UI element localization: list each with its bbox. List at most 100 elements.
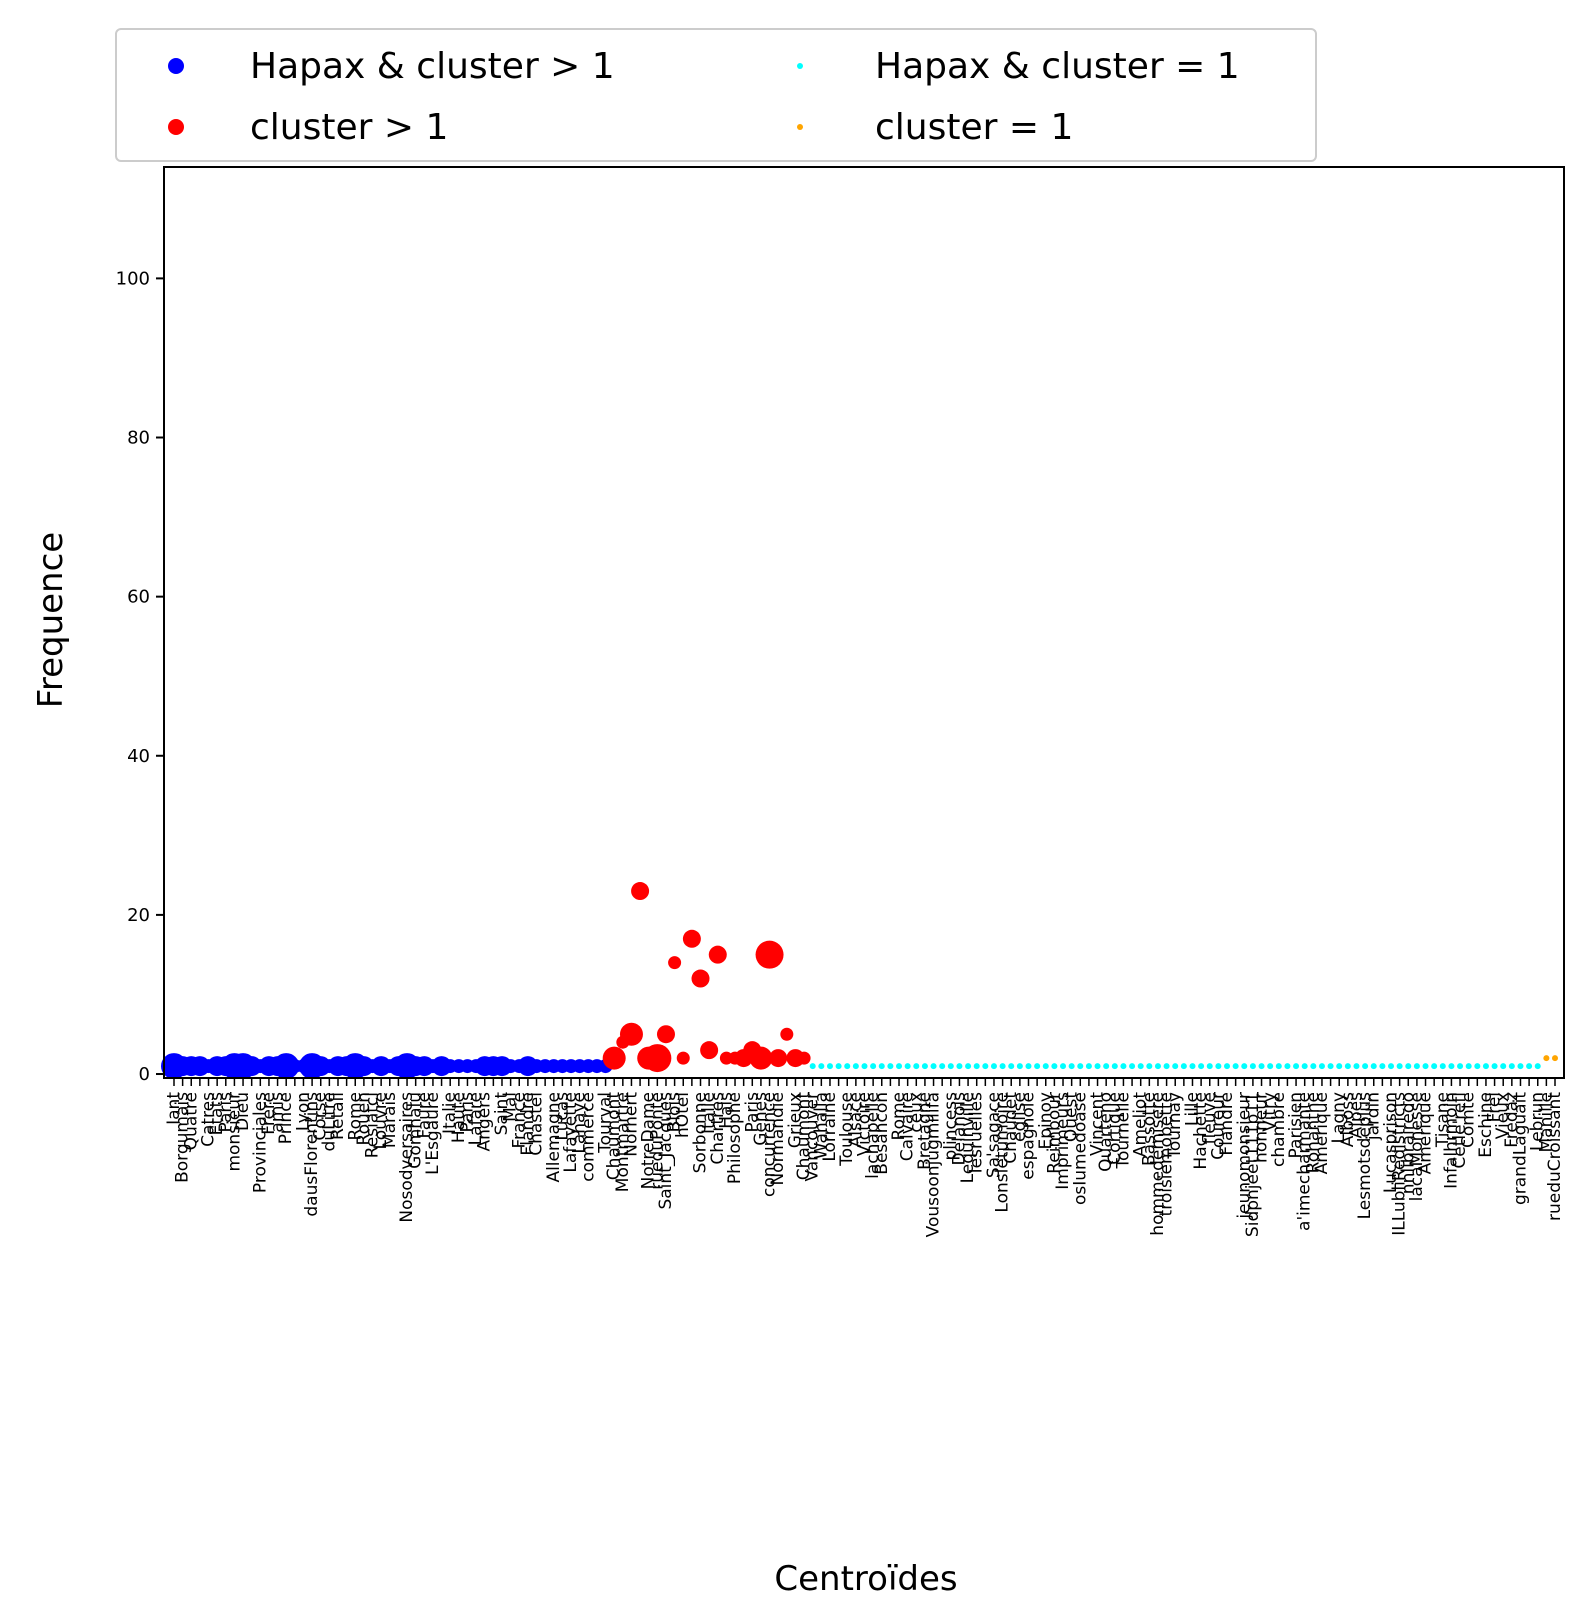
point-hapax-cluster-eq1-91 xyxy=(956,1063,963,1070)
x-tick-label-55: Paris xyxy=(742,1092,762,1133)
x-tick-label-73: Vousoonjugmilifa xyxy=(924,1092,944,1237)
point-hapax-cluster-eq1-115 xyxy=(1163,1063,1170,1070)
point-hapax-cluster-eq1-142 xyxy=(1396,1063,1403,1070)
point-hapax-cluster-eq1-117 xyxy=(1180,1063,1187,1070)
legend-frame xyxy=(115,28,1317,162)
x-tick-label-108: a'imecharmante xyxy=(1295,1092,1315,1231)
x-tick-label-33: France xyxy=(509,1092,529,1149)
point-hapax-cluster-eq1-78 xyxy=(844,1063,851,1070)
point-hapax-cluster-eq1-131 xyxy=(1301,1063,1308,1070)
point-hapax-cluster-eq1-111 xyxy=(1129,1063,1136,1070)
point-hapax-cluster-eq1-118 xyxy=(1189,1063,1196,1070)
point-cluster-gt1-69 xyxy=(755,940,784,969)
x-tick-label-121: Tisane xyxy=(1433,1092,1453,1148)
x-tick-label-117: ILLubliRedistricts xyxy=(1390,1092,1410,1236)
x-tick-label-87: osIumedoase xyxy=(1070,1092,1090,1205)
legend-marker-hapax-cluster-eq1 xyxy=(797,63,803,69)
x-tick-label-132: rueduCroissant xyxy=(1545,1092,1565,1221)
point-cluster-gt1-68 xyxy=(749,1046,773,1070)
point-hapax-cluster-eq1-143 xyxy=(1405,1063,1412,1070)
point-hapax-cluster-eq1-101 xyxy=(1042,1063,1049,1070)
x-tick-label-90: Cortique xyxy=(1105,1092,1125,1165)
x-tick-label-10: amis xyxy=(268,1092,288,1133)
x-tick-label-80: Chaudet xyxy=(1001,1092,1021,1164)
x-tick-label-29: Lafare xyxy=(466,1092,486,1145)
x-tick-label-16: Retail xyxy=(328,1092,348,1140)
point-hapax-cluster-eq1-96 xyxy=(999,1063,1006,1070)
point-hapax-cluster-eq1-105 xyxy=(1077,1063,1084,1070)
x-tick-label-18: Rouen xyxy=(354,1092,374,1145)
point-hapax-cluster-eq1-80 xyxy=(861,1063,868,1070)
point-hapax-cluster-eq1-156 xyxy=(1517,1063,1524,1070)
x-tick-label-53: Hals xyxy=(716,1092,736,1129)
x-tick-label-7: Dieu xyxy=(233,1092,253,1131)
point-hapax-cluster-eq1-158 xyxy=(1534,1063,1541,1070)
x-tick-label-66: Victoire xyxy=(855,1092,875,1156)
x-tick-label-32: Mal xyxy=(501,1092,521,1122)
point-hapax-cluster-eq1-122 xyxy=(1224,1063,1231,1070)
x-tick-label-112: Alboss xyxy=(1338,1092,1358,1147)
x-tick-label-119: lacaMonesse xyxy=(1407,1092,1427,1201)
x-tick-label-102: jeunomonsieur xyxy=(1234,1092,1254,1220)
x-tick-label-36: Allemagne xyxy=(544,1092,564,1183)
x-tick-label-78: Sa'sagace xyxy=(984,1092,1004,1178)
point-hapax-cluster-eq1-121 xyxy=(1215,1063,1222,1070)
x-tick-label-77: Iesruelles xyxy=(967,1092,987,1173)
x-tick-label-57: concurrence xyxy=(760,1092,780,1197)
point-hapax-cluster-eq1-124 xyxy=(1241,1063,1248,1070)
point-hapax-cluster-eq1-154 xyxy=(1500,1063,1507,1070)
y-tick-label-0: 0 xyxy=(139,1064,150,1085)
point-hapax-cluster-eq1-149 xyxy=(1457,1063,1464,1070)
x-tick-label-52: Chartres xyxy=(708,1092,728,1165)
point-hapax-cluster-eq1-128 xyxy=(1275,1063,1282,1070)
point-hapax-cluster-eq1-89 xyxy=(939,1063,946,1070)
point-hapax-cluster-eq1-84 xyxy=(896,1063,903,1070)
point-hapax-cluster-eq1-150 xyxy=(1465,1063,1472,1070)
point-hapax-cluster-eq1-85 xyxy=(904,1063,911,1070)
point-hapax-cluster-eq1-81 xyxy=(870,1063,877,1070)
point-hapax-cluster-eq1-109 xyxy=(1111,1063,1118,1070)
x-tick-label-107: Parisien xyxy=(1286,1092,1306,1158)
x-tick-label-27: Haute xyxy=(449,1092,469,1143)
legend-label-hapax-cluster-eq1: Hapax & cluster = 1 xyxy=(875,46,1240,87)
point-hapax-cluster-eq1-76 xyxy=(826,1063,833,1070)
point-cluster-eq1-159 xyxy=(1543,1055,1550,1062)
x-tick-label-109: Rohanthe xyxy=(1303,1092,1323,1173)
x-tick-label-17: Rome xyxy=(345,1092,365,1140)
legend-marker-cluster-gt1 xyxy=(168,119,184,135)
point-cluster-gt1-71 xyxy=(780,1027,794,1041)
x-tick-label-128: Fredaz xyxy=(1502,1092,1522,1148)
x-tick-label-2: Quatre xyxy=(181,1092,201,1150)
point-hapax-cluster-eq1-98 xyxy=(1016,1063,1023,1070)
legend-label-cluster-eq1: cluster = 1 xyxy=(875,107,1073,148)
x-tick-label-65: Alsace xyxy=(846,1092,866,1147)
point-hapax-cluster-eq1-93 xyxy=(973,1063,980,1070)
point-hapax-cluster-eq1-145 xyxy=(1422,1063,1429,1070)
point-hapax-cluster-eq1-116 xyxy=(1172,1063,1179,1070)
x-tick-label-75: Delanois xyxy=(949,1092,969,1166)
x-tick-label-59: Grieux xyxy=(785,1092,805,1148)
x-tick-label-49: hOtel xyxy=(673,1092,693,1138)
x-tick-label-20: Louvre xyxy=(371,1092,391,1149)
point-hapax-cluster-eq1-102 xyxy=(1051,1063,1058,1070)
point-hapax-cluster-eq1-87 xyxy=(921,1063,928,1070)
x-tick-label-58: Normandie xyxy=(768,1092,788,1186)
point-hapax-cluster-eq1-112 xyxy=(1137,1063,1144,1070)
x-tick-label-25: L'Esgaure xyxy=(423,1092,443,1175)
point-hapax-cluster-eq1-100 xyxy=(1034,1063,1041,1070)
x-tick-label-45: NotreDame xyxy=(639,1092,659,1189)
x-tick-label-97: Lille xyxy=(1182,1092,1202,1126)
point-hapax-cluster-eq1-137 xyxy=(1353,1063,1360,1070)
point-hapax-cluster-eq1-104 xyxy=(1068,1063,1075,1070)
x-tick-label-24: Faure xyxy=(414,1092,434,1138)
x-tick-label-11: Prince xyxy=(276,1092,296,1144)
x-tick-label-34: Flandre xyxy=(518,1092,538,1156)
x-tick-label-26: Italie xyxy=(440,1092,460,1134)
x-tick-label-63: Lorraine xyxy=(820,1092,840,1162)
x-tick-label-46: rueduPonte xyxy=(647,1092,667,1190)
point-cluster-gt1-70 xyxy=(769,1049,788,1068)
point-hapax-cluster-eq1-79 xyxy=(852,1063,859,1070)
y-tick-label-80: 80 xyxy=(127,428,150,449)
point-hapax-cluster-eq1-74 xyxy=(809,1063,816,1070)
point-hapax-cluster-eq1-94 xyxy=(982,1063,989,1070)
